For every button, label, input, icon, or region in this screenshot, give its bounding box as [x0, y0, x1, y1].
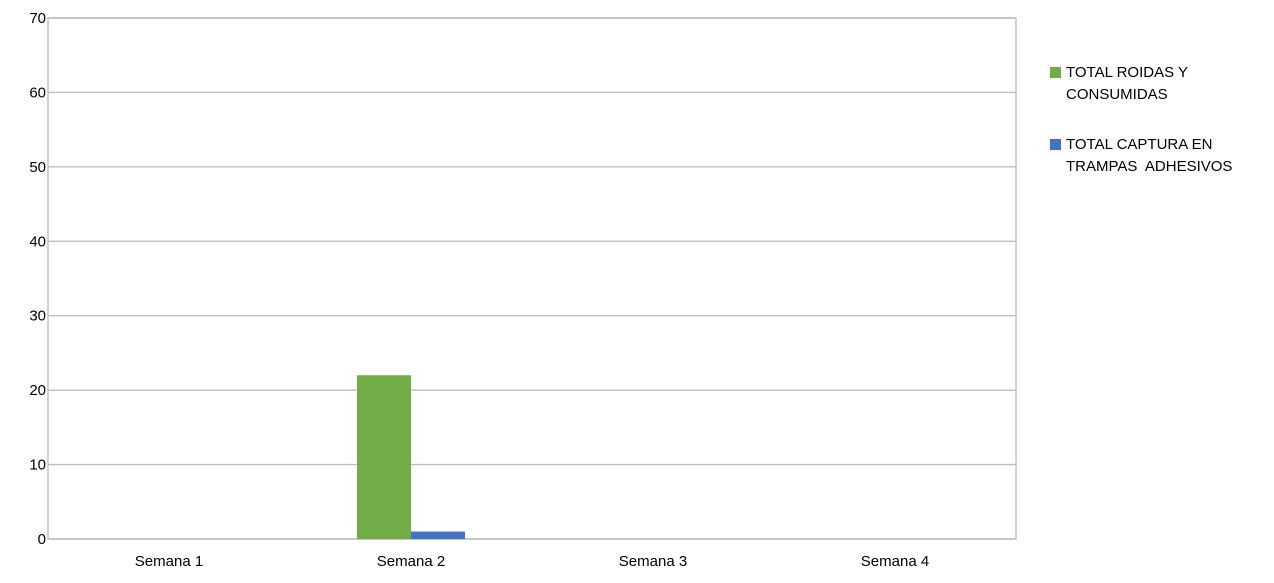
bar-series1-2 — [357, 375, 411, 539]
legend-label-roidas-line2: CONSUMIDAS — [1066, 86, 1168, 103]
y-tick-label: 60 — [29, 84, 46, 101]
bar-series2-2 — [411, 531, 465, 539]
y-tick-label: 20 — [29, 382, 46, 399]
y-tick-label: 50 — [29, 159, 46, 176]
legend-swatch-roidas — [1050, 67, 1061, 78]
y-tick-label: 10 — [29, 457, 46, 474]
y-tick-label: 30 — [29, 308, 46, 325]
plot-area-border — [47, 17, 1017, 540]
x-tick-label: Semana 1 — [135, 553, 203, 570]
legend-item-roidas: TOTAL ROIDAS Y CONSUMIDAS — [1050, 62, 1270, 106]
legend-item-captura: TOTAL CAPTURA EN TRAMPAS ADHESIVOS — [1050, 134, 1270, 178]
y-tick-label: 40 — [29, 233, 46, 250]
x-tick-label: Semana 4 — [861, 553, 929, 570]
legend-swatch-captura — [1050, 139, 1061, 150]
y-tick-label: 0 — [38, 531, 46, 548]
legend-label-captura-line1: TOTAL CAPTURA EN — [1066, 136, 1213, 153]
y-tick-label: 70 — [29, 10, 46, 27]
x-tick-label: Semana 3 — [619, 553, 687, 570]
legend-label-captura-line2: TRAMPAS ADHESIVOS — [1066, 158, 1233, 175]
legend-label-roidas-line1: TOTAL ROIDAS Y — [1066, 64, 1188, 81]
x-tick-label: Semana 2 — [377, 553, 445, 570]
legend: TOTAL ROIDAS Y CONSUMIDAS TOTAL CAPTURA … — [1050, 62, 1270, 206]
